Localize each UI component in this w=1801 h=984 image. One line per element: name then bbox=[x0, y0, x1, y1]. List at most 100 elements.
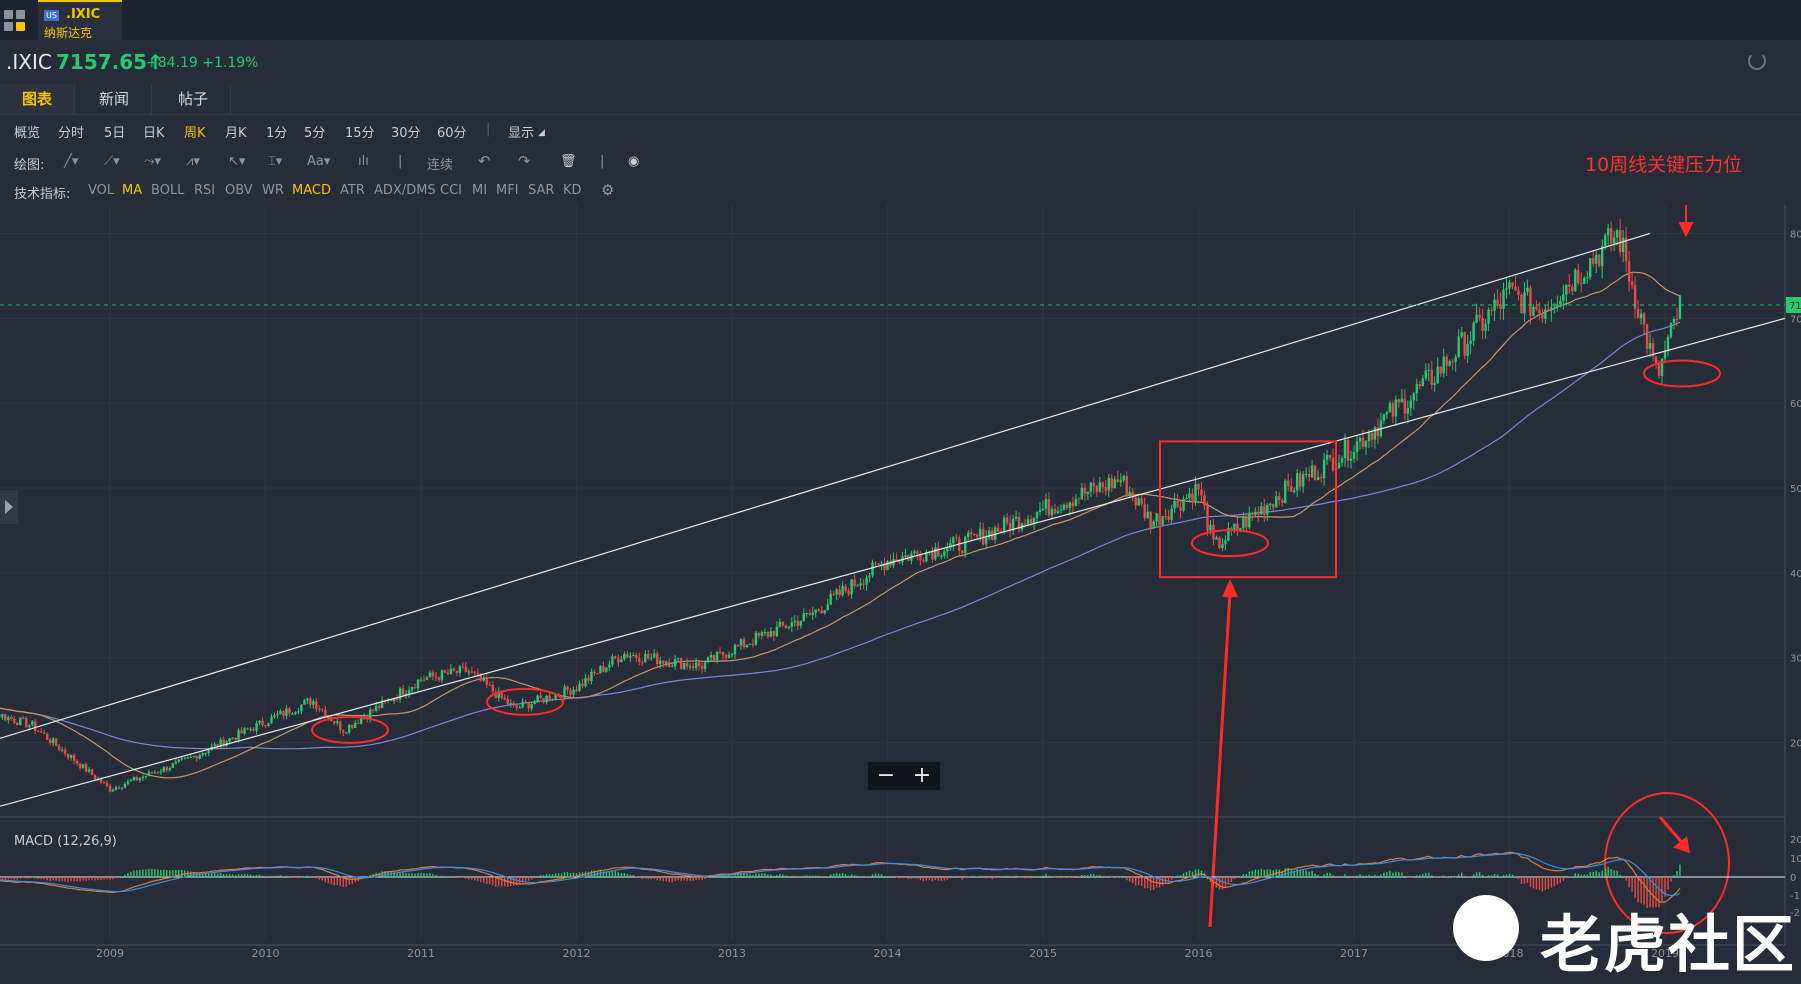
candle-body bbox=[168, 768, 172, 771]
period-30min[interactable]: 30分 bbox=[391, 126, 421, 141]
candle-body bbox=[509, 703, 512, 705]
candle-body bbox=[895, 559, 898, 562]
redo-icon[interactable]: ↷ bbox=[518, 152, 531, 170]
stock-tab[interactable]: US .IXIC 纳斯达克 bbox=[38, 0, 122, 40]
period-selector: 概览 分时 5日 日K 周K 月K 1分 5分 15分 30分 60分 | 显示… bbox=[0, 118, 800, 144]
line-tool-icon[interactable]: ╱▾ bbox=[64, 154, 79, 169]
candle-body bbox=[285, 708, 288, 716]
candle-body bbox=[443, 670, 447, 673]
candle-body bbox=[135, 777, 139, 781]
candle-body bbox=[1143, 504, 1146, 519]
period-intraday[interactable]: 分时 bbox=[58, 126, 85, 141]
candle-body bbox=[1538, 309, 1541, 313]
period-weekly[interactable]: 周K bbox=[184, 126, 206, 141]
indicator-settings-gear-icon[interactable]: ⚙ bbox=[601, 181, 615, 199]
tab-news[interactable]: 新闻 bbox=[77, 84, 152, 114]
candle-body bbox=[685, 663, 689, 667]
candle-body bbox=[1403, 398, 1407, 414]
candle-body bbox=[1627, 261, 1631, 282]
apps-grid-icon[interactable] bbox=[4, 10, 28, 32]
candle-body bbox=[817, 609, 820, 611]
y-tick-label: 50 bbox=[1790, 484, 1801, 495]
indicator-vol[interactable]: VOL bbox=[88, 183, 115, 198]
display-caret-icon[interactable]: ◢ bbox=[538, 128, 545, 138]
period-daily[interactable]: 日K bbox=[143, 126, 165, 141]
candle-body bbox=[1580, 283, 1583, 285]
display-dropdown[interactable]: 显示 bbox=[508, 126, 535, 141]
candle-body bbox=[763, 632, 767, 634]
candle-body bbox=[1182, 498, 1185, 511]
bars-tool-icon[interactable]: ılı bbox=[358, 154, 369, 169]
candle-body bbox=[590, 671, 593, 681]
period-5min[interactable]: 5分 bbox=[304, 126, 326, 141]
candle-body bbox=[718, 651, 722, 653]
candle-body bbox=[28, 725, 31, 728]
channel-tool-icon[interactable]: ⟋▾ bbox=[104, 154, 120, 169]
candle-body bbox=[811, 612, 814, 615]
candle-body bbox=[273, 715, 276, 717]
candle-body bbox=[1035, 511, 1039, 519]
candle-body bbox=[57, 745, 61, 750]
candle-body bbox=[452, 668, 456, 671]
candle-body bbox=[1023, 523, 1027, 525]
period-5d[interactable]: 5日 bbox=[104, 126, 126, 141]
zoom-out-button[interactable]: − bbox=[876, 763, 896, 788]
candle-body bbox=[1107, 478, 1110, 491]
continuous-toggle[interactable]: 连续 bbox=[427, 158, 454, 173]
indicator-adx-dms[interactable]: ADX/DMS bbox=[374, 183, 436, 198]
indicator-rsi[interactable]: RSI bbox=[194, 183, 216, 198]
pattern-tool-icon[interactable]: ⩘▾ bbox=[186, 154, 200, 169]
expand-panel-handle[interactable] bbox=[0, 490, 18, 524]
arrow-tool-icon[interactable]: ↖▾ bbox=[228, 154, 246, 169]
candle-body bbox=[1373, 427, 1377, 440]
candle-body bbox=[43, 732, 46, 734]
tab-posts[interactable]: 帖子 bbox=[156, 84, 231, 114]
text-tool-icon[interactable]: Aa▾ bbox=[307, 154, 331, 169]
indicator-mi[interactable]: MI bbox=[472, 183, 488, 198]
candle-body bbox=[75, 761, 79, 764]
candle-body bbox=[1200, 489, 1203, 496]
indicator-kd[interactable]: KD bbox=[563, 183, 582, 198]
period-monthly[interactable]: 月K bbox=[225, 126, 247, 141]
indicator-wr[interactable]: WR bbox=[262, 183, 284, 198]
candle-body bbox=[1343, 439, 1347, 459]
period-1min[interactable]: 1分 bbox=[266, 126, 288, 141]
candle-body bbox=[1424, 370, 1427, 379]
candle-body bbox=[231, 738, 234, 740]
candle-body bbox=[359, 718, 363, 724]
candle-body bbox=[81, 764, 85, 768]
indicator-mfi[interactable]: MFI bbox=[496, 183, 519, 198]
candle-body bbox=[306, 698, 309, 701]
indicator-obv[interactable]: OBV bbox=[225, 183, 253, 198]
refresh-icon[interactable] bbox=[1748, 52, 1766, 70]
candle-body bbox=[482, 678, 485, 681]
tab-chart[interactable]: 图表 bbox=[0, 84, 75, 114]
indicator-sar[interactable]: SAR bbox=[528, 183, 555, 198]
candle-body bbox=[1319, 477, 1323, 479]
measure-tool-icon[interactable]: ⌶▾ bbox=[268, 154, 283, 169]
indicator-boll[interactable]: BOLL bbox=[151, 183, 185, 198]
candle-body bbox=[72, 755, 76, 762]
candle-body bbox=[1472, 322, 1475, 341]
undo-icon[interactable]: ↶ bbox=[478, 152, 491, 170]
macd-y-tick-label: 10 bbox=[1790, 854, 1801, 865]
candle-body bbox=[1412, 393, 1416, 401]
indicator-atr[interactable]: ATR bbox=[340, 183, 365, 198]
candle-body bbox=[1137, 498, 1140, 506]
period-60min[interactable]: 60分 bbox=[437, 126, 467, 141]
price-chart[interactable]: 0820092010201120122013201420152016201720… bbox=[0, 205, 1801, 975]
visibility-eye-icon[interactable]: ◉ bbox=[628, 154, 640, 169]
fib-tool-icon[interactable]: ⤳▾ bbox=[144, 154, 161, 169]
candle-body bbox=[1014, 516, 1018, 519]
indicator-macd[interactable]: MACD bbox=[292, 183, 331, 198]
candle-body bbox=[69, 755, 73, 758]
period-overview[interactable]: 概览 bbox=[14, 126, 41, 141]
candle-body bbox=[647, 654, 650, 659]
indicator-cci[interactable]: CCI bbox=[440, 183, 462, 198]
candle-body bbox=[662, 660, 665, 664]
candle-body bbox=[1011, 518, 1015, 531]
indicator-ma[interactable]: MA bbox=[122, 183, 143, 198]
zoom-in-button[interactable]: + bbox=[912, 763, 932, 788]
delete-icon[interactable]: 🗑 bbox=[560, 154, 577, 169]
period-15min[interactable]: 15分 bbox=[345, 126, 375, 141]
